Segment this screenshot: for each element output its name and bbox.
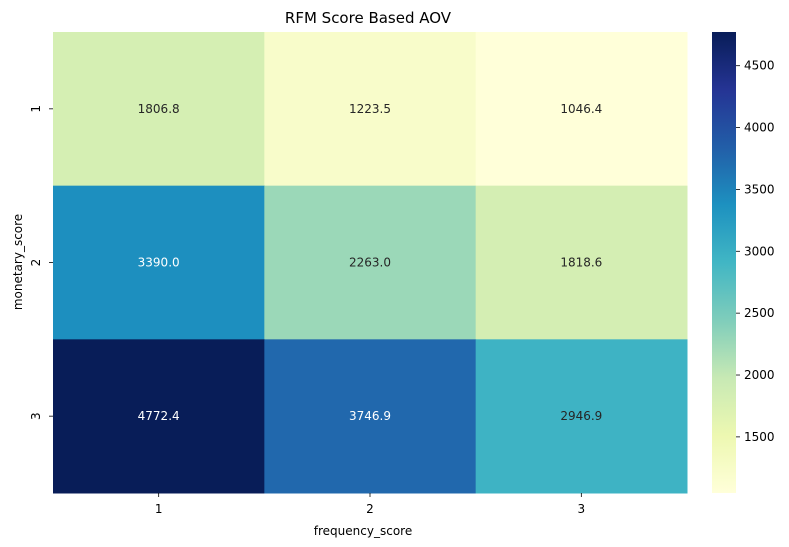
y-tick-label: 3 (29, 412, 43, 420)
colorbar-tick-label: 2000 (744, 368, 775, 382)
heatmap-cell (53, 32, 265, 187)
cell-value-label: 2946.9 (560, 409, 602, 423)
cell-value-label: 1046.4 (560, 102, 602, 116)
x-tick-label: 2 (366, 502, 374, 516)
heatmap-cell (475, 339, 688, 494)
y-tick-label: 2 (29, 259, 43, 267)
heatmap-cell (475, 32, 688, 187)
colorbar-tick-label: 1500 (744, 430, 775, 444)
x-axis-ticks: 1 2 3 (155, 493, 585, 516)
chart-title: RFM Score Based AOV (285, 9, 452, 27)
x-tick-label: 1 (155, 502, 163, 516)
cell-value-label: 1223.5 (349, 102, 391, 116)
heatmap-cell (475, 185, 688, 340)
y-tick-label: 1 (29, 105, 43, 113)
heatmap-cell (53, 339, 265, 494)
x-axis-label: frequency_score (314, 524, 412, 538)
colorbar-tick-label: 2500 (744, 306, 775, 320)
cell-value-label: 2263.0 (349, 256, 391, 270)
cell-value-label: 1806.8 (138, 102, 180, 116)
cell-value-label: 1818.6 (560, 256, 602, 270)
colorbar (712, 32, 736, 493)
colorbar-tick-label: 3500 (744, 182, 775, 196)
y-axis-ticks: 1 2 3 (29, 105, 53, 420)
colorbar-tick-label: 4500 (744, 59, 775, 73)
heatmap-cell (264, 339, 477, 494)
x-tick-label: 3 (578, 502, 586, 516)
heatmap-cells: 1806.8 1223.5 1046.4 3390.0 2263.0 1818.6 4772… (53, 32, 688, 494)
cell-value-label: 3746.9 (349, 409, 391, 423)
heatmap-cell (264, 185, 477, 340)
colorbar-tick-label: 4000 (744, 121, 775, 135)
heatmap-cell (53, 185, 265, 340)
y-axis-label: monetary_score (11, 214, 25, 310)
colorbar-tick-label: 3000 (744, 244, 775, 258)
cell-value-label: 4772.4 (138, 409, 180, 423)
heatmap-cell (264, 32, 477, 187)
colorbar-ticks: 1500 2000 2500 3000 3500 4000 4500 (736, 59, 775, 444)
cell-value-label: 3390.0 (138, 256, 180, 270)
